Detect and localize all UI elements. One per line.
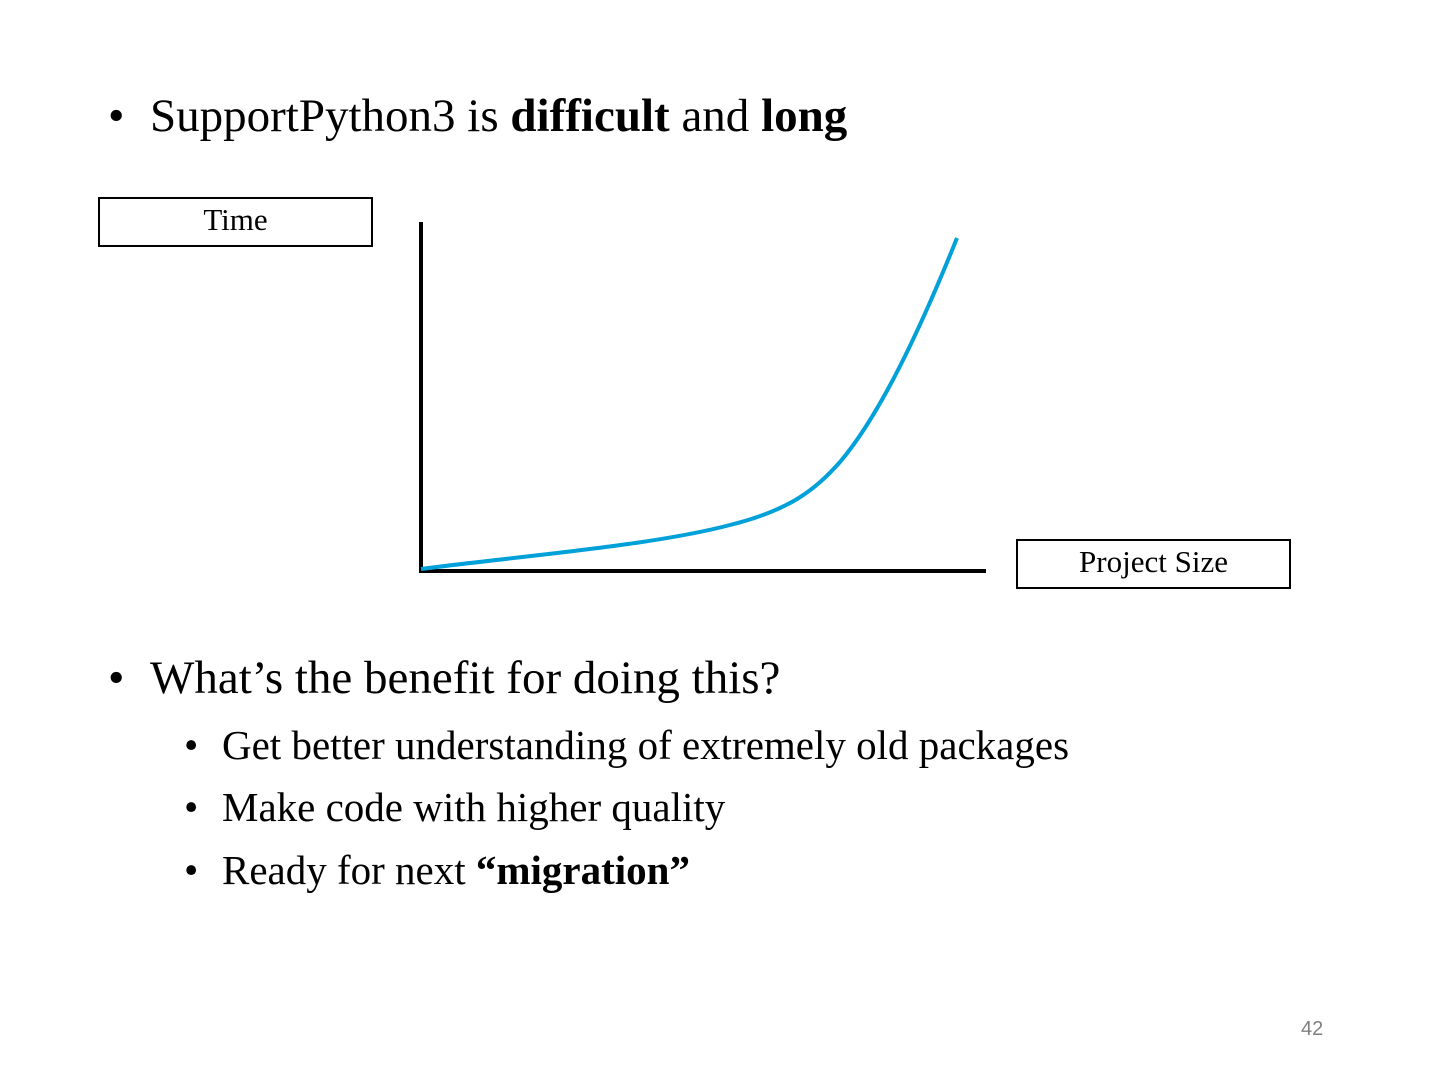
text-run: SupportPython3 is — [150, 90, 511, 142]
bullet-marker: • — [108, 652, 125, 704]
sub-bullet-marker: • — [184, 784, 199, 830]
sub-bullet-text: Make code with higher quality — [222, 782, 725, 832]
bold-run: long — [761, 90, 848, 142]
sub-bullet-marker: • — [184, 722, 199, 768]
sub-bullet-marker: • — [184, 847, 199, 893]
growth-curve — [420, 237, 959, 571]
y-label: Time — [203, 202, 268, 237]
text-run: Make code with higher quality — [222, 784, 726, 830]
text-run: Ready for next — [222, 847, 476, 893]
x-label: Project Size — [1079, 544, 1228, 579]
sub-bullet-text: Get better understanding of extremely ol… — [222, 720, 1069, 770]
bullet-text: What’s the benefit for doing this? — [150, 652, 781, 704]
bullet-marker: • — [108, 90, 125, 142]
y-label-box: Time — [98, 197, 373, 247]
x-label-box: Project Size — [1016, 539, 1291, 589]
bullet-text: SupportPython3 is difficult and long — [150, 88, 847, 144]
text-run: Get better understanding of extremely ol… — [222, 722, 1070, 768]
bold-run: “migration” — [475, 847, 690, 893]
sub-bullet-text: Ready for next “migration” — [222, 845, 690, 895]
page-number: 42 — [1301, 1018, 1324, 1040]
text-run: and — [669, 90, 762, 142]
bold-run: difficult — [510, 90, 670, 142]
